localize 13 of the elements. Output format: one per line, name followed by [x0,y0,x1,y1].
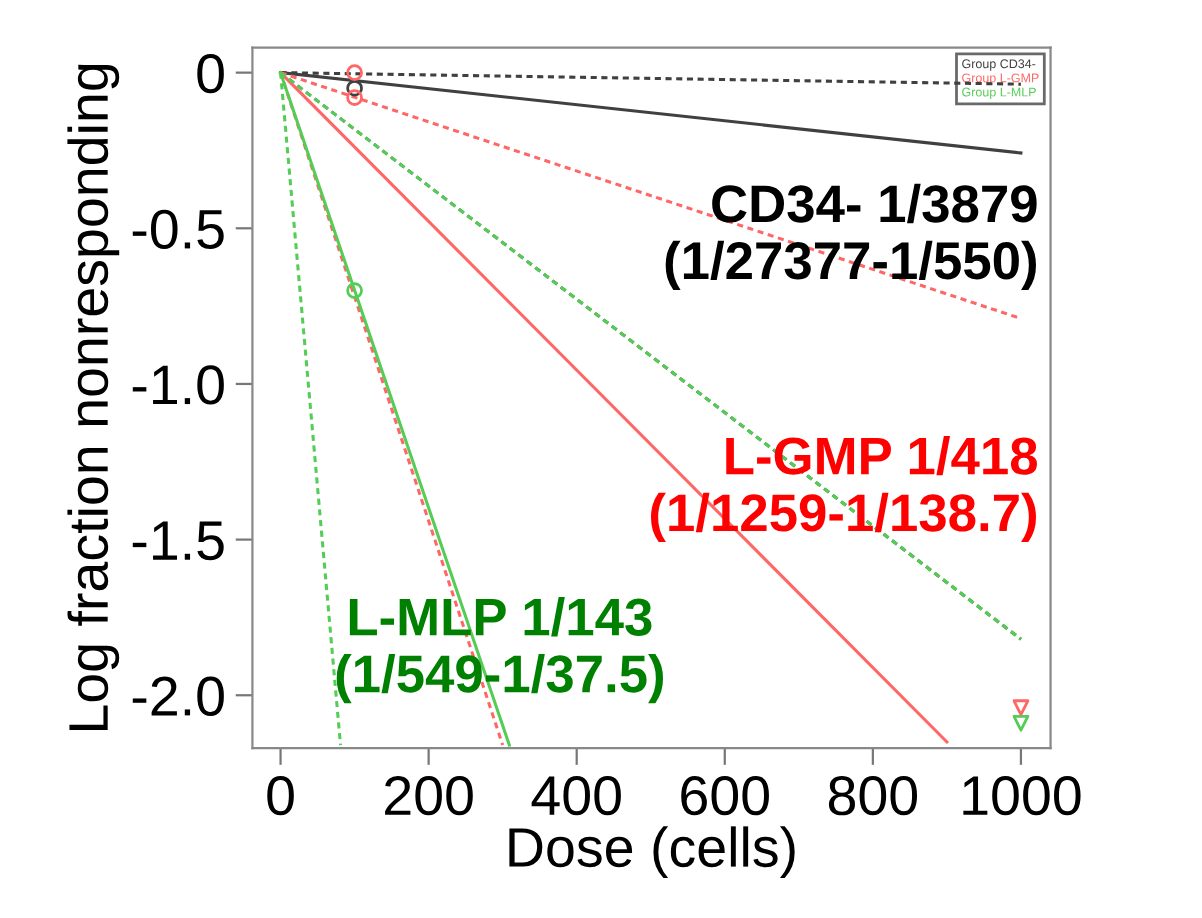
y-tick-label: -1.5 [132,521,224,561]
y-axis-title: Log fraction nonresponding [67,64,120,731]
x-tick-label: 200 [385,776,473,816]
y-tick-label: 0 [197,53,224,94]
y-tick-label: -0.5 [132,209,224,249]
x-tick-label: 400 [531,776,621,816]
x-tick-label: 800 [828,776,918,816]
x-tick-label: 0 [267,776,294,816]
y-tick-label: -1.0 [132,365,224,405]
x-axis-title: Dose (cells) [509,826,795,879]
x-tick-label: 1000 [963,776,1081,816]
y-tick-label: -2.0 [132,676,224,716]
x-tick-label: 600 [681,776,769,816]
